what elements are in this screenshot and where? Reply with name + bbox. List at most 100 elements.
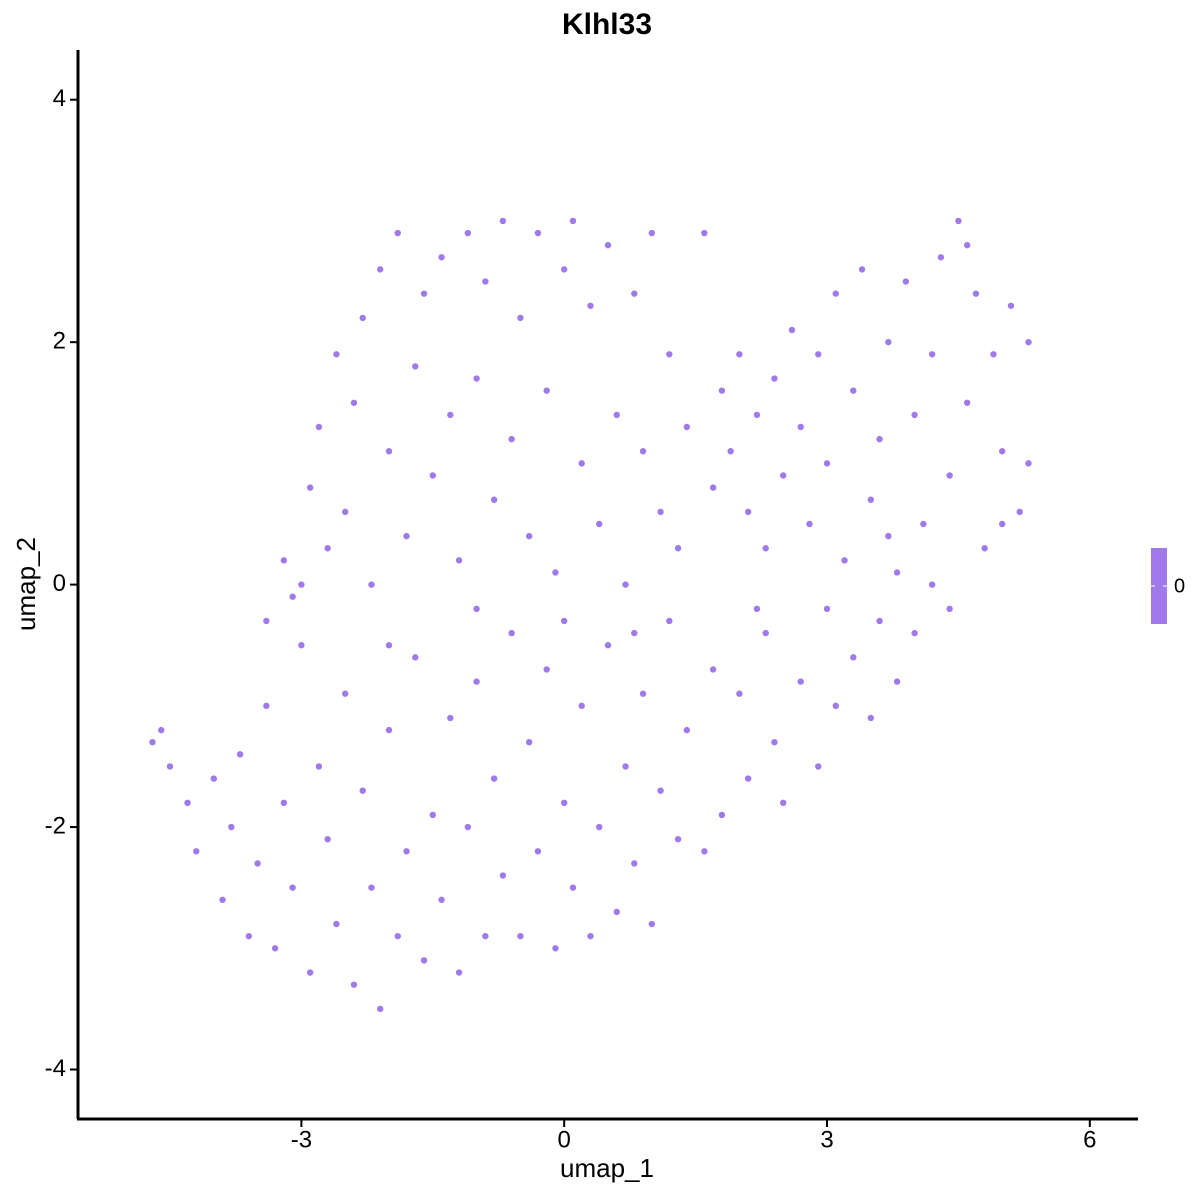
point [271,945,279,952]
point [850,654,857,661]
point [236,751,244,758]
point [920,520,927,528]
point [797,678,804,685]
colorbar [1151,548,1167,624]
point [438,896,445,903]
y-tick-label: -2 [45,812,66,839]
point [657,787,664,794]
point [490,775,498,782]
point [534,848,542,855]
point [631,860,638,867]
point [499,217,507,225]
point [613,411,620,419]
point [166,763,174,770]
point [674,835,682,843]
point [578,460,585,467]
point [885,532,892,540]
point [447,714,454,722]
point [683,423,691,431]
point [867,714,875,722]
point [464,229,472,237]
point [359,787,366,794]
point [569,884,577,891]
point [937,254,945,261]
point [963,241,971,249]
point [385,726,393,734]
point [955,217,962,225]
point [263,617,270,625]
point [350,399,358,406]
point [744,508,752,516]
point [280,799,288,807]
point [482,278,489,285]
point [718,811,726,819]
point [447,411,454,419]
point [184,799,191,807]
point [412,363,419,370]
point [648,229,656,237]
point [289,593,296,600]
point [578,702,585,710]
point [876,617,883,625]
point [788,326,796,334]
point [298,581,305,588]
point [377,266,384,273]
point [806,520,813,528]
point [499,872,507,879]
point [403,532,410,540]
point [674,545,682,552]
point [525,738,533,746]
point [263,702,270,710]
point [858,266,866,273]
x-axis-label: umap_1 [560,1153,654,1183]
point [683,726,691,734]
y-axis-label: umap_2 [11,537,41,631]
point [815,351,822,358]
point [341,690,349,697]
point [455,969,463,976]
chart-title: Klhl33 [562,8,652,41]
point [350,981,358,988]
point [420,957,428,964]
point [648,920,656,928]
point [753,411,761,419]
point [631,290,638,297]
point [832,290,839,297]
point [972,290,980,297]
point [1007,302,1015,309]
point [666,617,673,625]
x-tick-label: 6 [1083,1126,1096,1153]
point [333,351,340,358]
point [368,884,375,891]
point [780,799,787,807]
point [534,229,542,237]
point [473,678,480,685]
point [604,642,612,649]
point [771,375,778,382]
x-tick-label: 3 [820,1126,833,1153]
point [377,1005,384,1013]
point [587,302,594,309]
point [744,775,752,782]
point [193,848,200,855]
point [823,460,831,467]
point [613,908,620,916]
point [823,605,831,613]
point [560,617,568,625]
point [701,229,708,237]
point [438,254,445,261]
point [552,569,559,576]
point [525,532,533,540]
point [999,448,1006,455]
point [604,241,612,249]
point [736,690,743,697]
point [543,387,550,394]
point [517,314,524,322]
point [815,763,822,770]
x-tick-label: 0 [558,1126,571,1153]
point [850,387,857,394]
point [210,775,217,782]
point [473,375,480,382]
point [797,423,804,431]
